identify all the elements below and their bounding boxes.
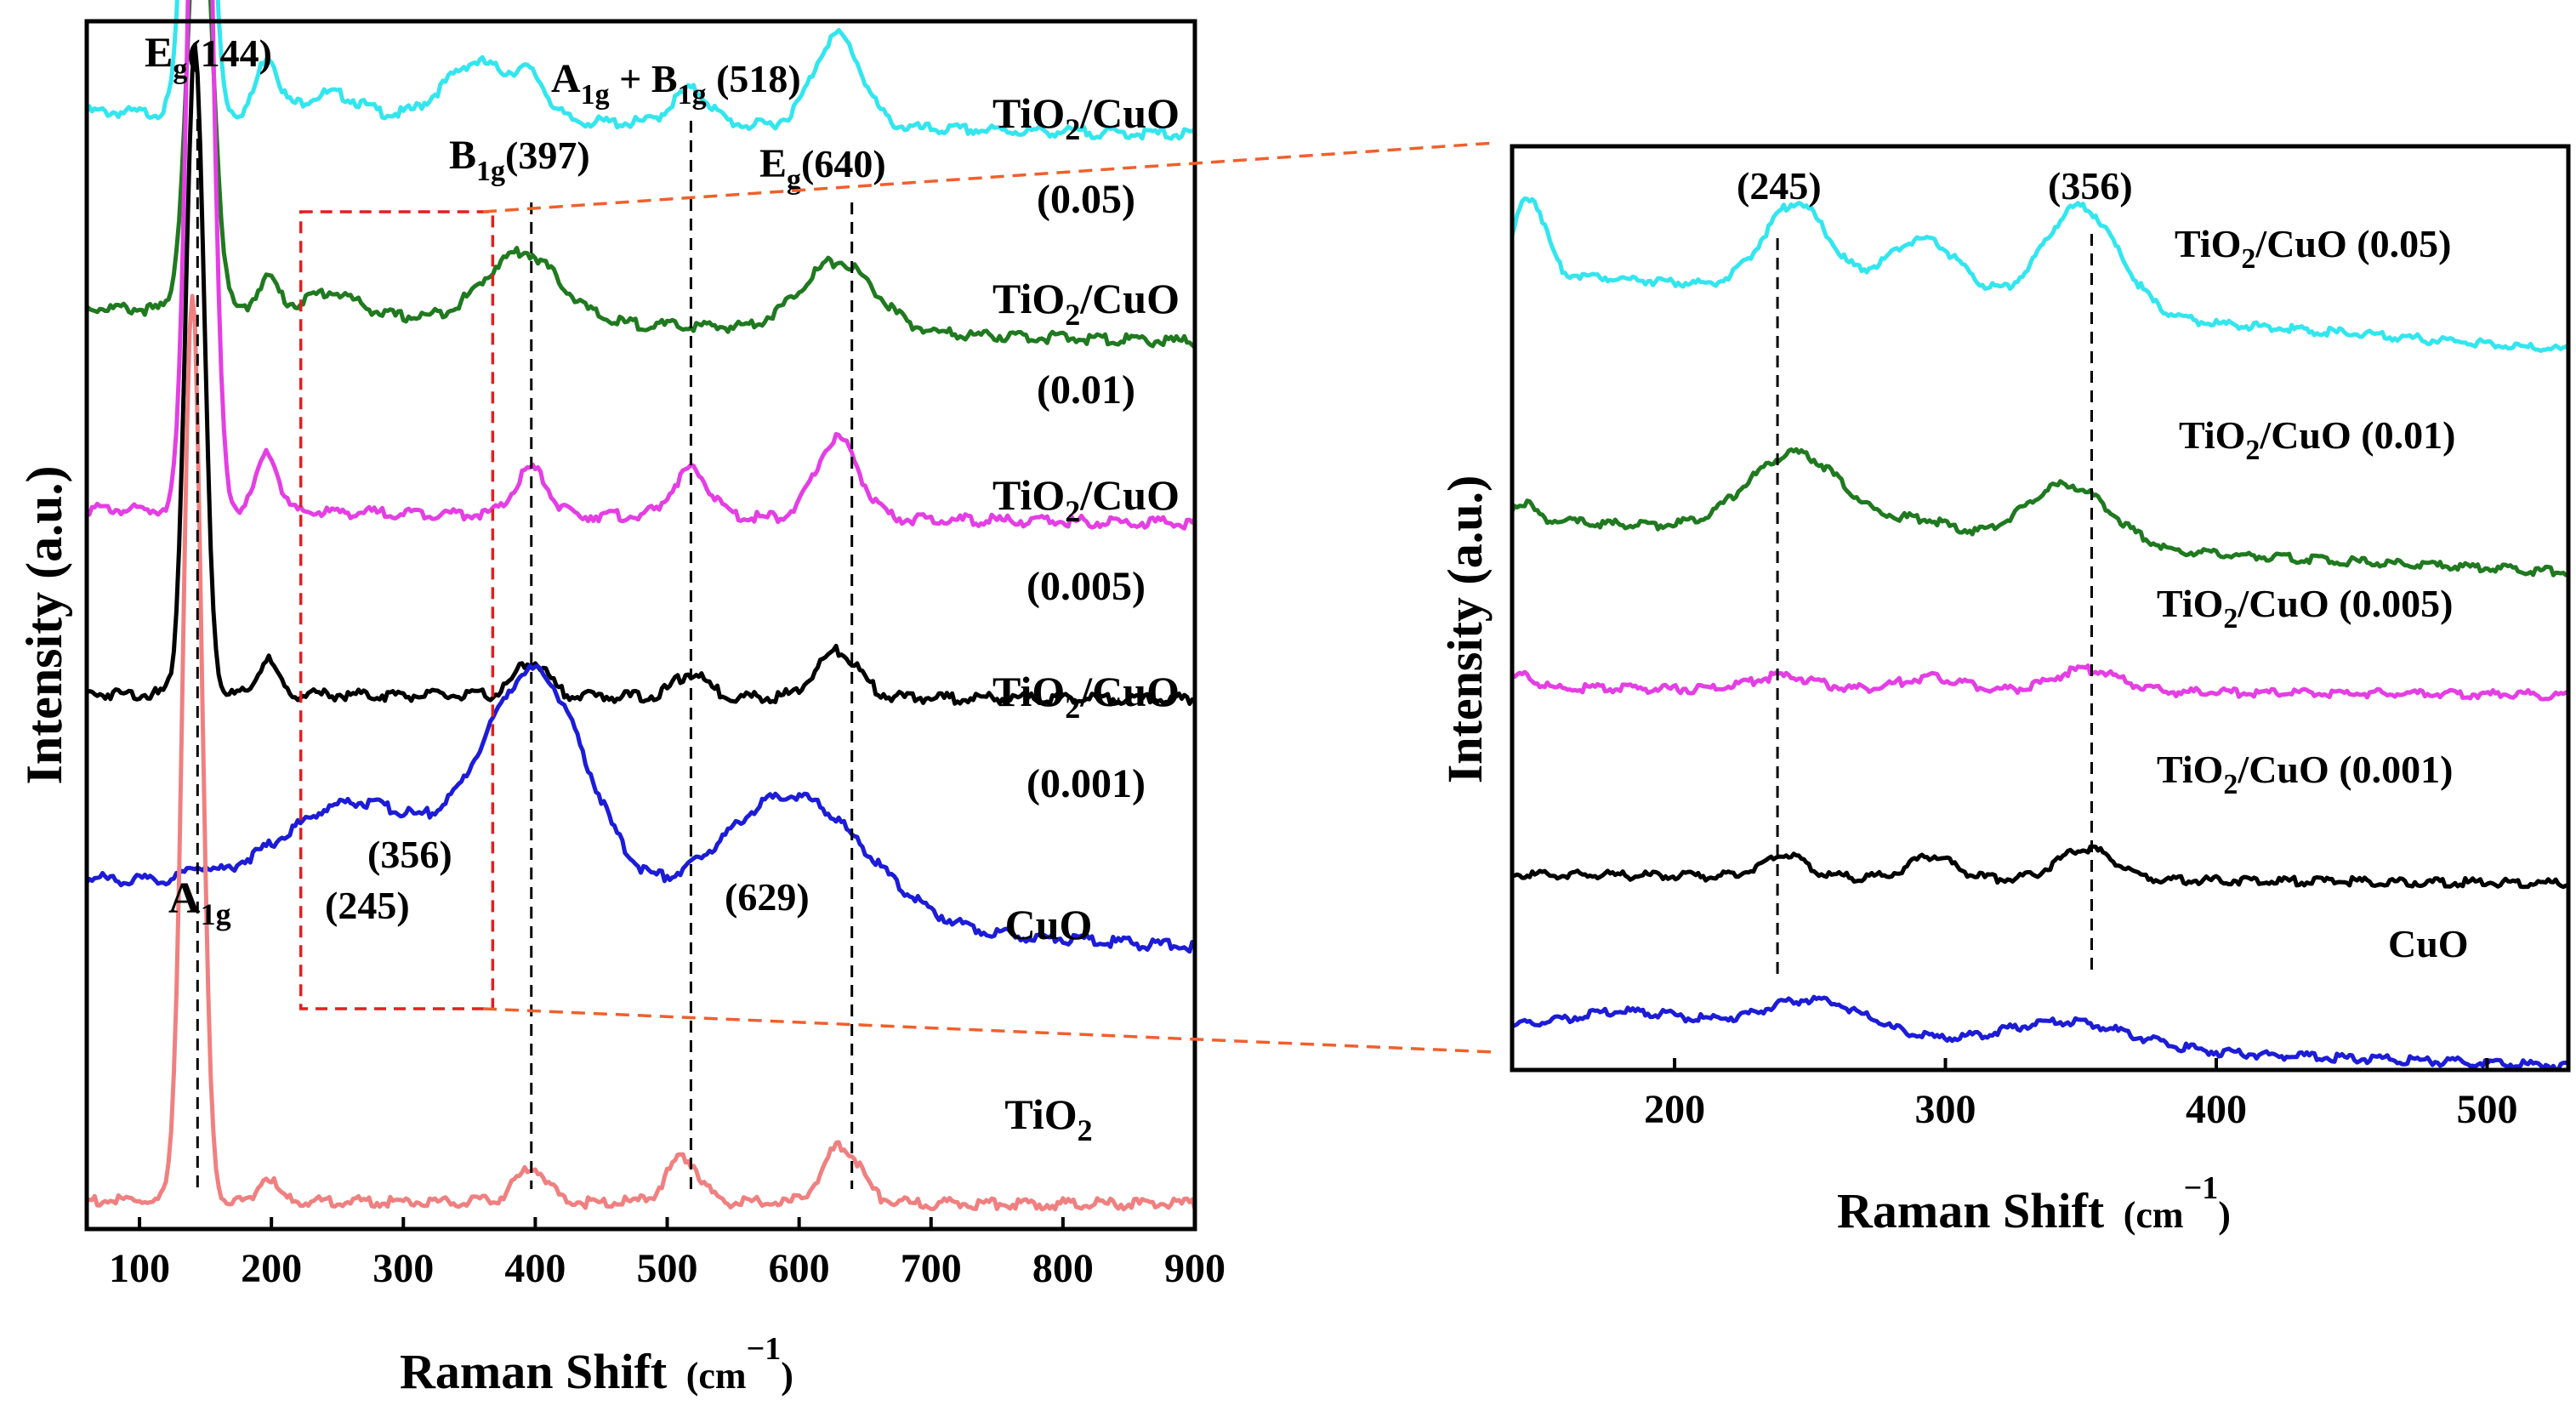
left-series-line-4: [85, 663, 1197, 954]
left-series-line-3: [86, 43, 1196, 707]
left-plot-frame: [84, 19, 1197, 1232]
left-tick-label-700: 700: [901, 1246, 962, 1291]
left-tick-label-800: 800: [1032, 1246, 1094, 1291]
left-tick-label-100: 100: [109, 1246, 170, 1291]
left-label-tio2-cuo-005: TiO2/CuO: [992, 89, 1180, 146]
left-series-line-1: [85, 0, 1197, 350]
left-series-labels: TiO2/CuO (0.05) TiO2/CuO (0.01) TiO2/CuO…: [992, 89, 1180, 1147]
right-x-ticks: 200 300 400 500: [1644, 1058, 2517, 1132]
left-tick-label-500: 500: [637, 1246, 698, 1291]
left-tick-label-300: 300: [372, 1246, 434, 1291]
left-series-group: [84, 0, 1197, 1212]
right-tick-label-200: 200: [1644, 1087, 1705, 1132]
left-label-tio2-cuo-0005: TiO2/CuO: [992, 471, 1180, 528]
annotation-629: (629): [725, 875, 810, 919]
right-label-cuo: CuO: [2388, 922, 2469, 965]
right-x-axis-label: Raman Shift (cm−1): [1837, 1170, 2231, 1238]
left-tick-label-400: 400: [504, 1246, 566, 1291]
right-tick-label-300: 300: [1915, 1087, 1976, 1132]
left-label-line2-005: (0.05): [1037, 177, 1135, 222]
right-series-labels: TiO2/CuO (0.05) TiO2/CuO (0.01) TiO2/CuO…: [2157, 222, 2469, 965]
left-x-axis-label: Raman Shift (cm−1): [400, 1331, 793, 1399]
annotation-a1g-b1g-518: A1g + B1g (518): [551, 56, 801, 111]
right-series-line-1: [1510, 447, 2569, 578]
left-label-cuo: CuO: [1005, 901, 1093, 948]
annotation-356: (356): [367, 833, 452, 876]
right-series-line-0: [1510, 196, 2570, 353]
left-tick-label-200: 200: [241, 1246, 302, 1291]
right-peak-guides: [1776, 234, 2094, 974]
left-series-line-5: [86, 293, 1197, 1212]
annotation-eg-144: Eg(144): [145, 28, 272, 85]
left-peak-guides: [196, 119, 854, 1189]
left-annotations: Eg(144) B1g(397) A1g + B1g (518) Eg(640)…: [145, 28, 886, 931]
left-series-line-0: [84, 0, 1197, 141]
zoom-connector-top: [482, 141, 1496, 213]
right-tick-label-500: 500: [2456, 1087, 2517, 1132]
right-plot-frame: [1510, 144, 2571, 1073]
zoom-connector-bottom: [482, 1007, 1496, 1054]
left-label-tio2: TiO2: [1004, 1090, 1092, 1147]
right-tick-label-400: 400: [2186, 1087, 2247, 1132]
right-series-line-2: [1511, 663, 2568, 702]
left-y-axis-label: Intensity (a.u.): [16, 465, 72, 784]
right-annotation-245: (245): [1737, 164, 1822, 208]
right-label-tio2-cuo-005: TiO2/CuO (0.05): [2175, 222, 2451, 275]
left-x-ticks: 100 200 300 400 500 600 700 800 900: [109, 1217, 1225, 1291]
left-label-line2-001: (0.01): [1037, 367, 1135, 413]
left-chart: 100 200 300 400 500 600 700 800 900 Raman Shift …: [16, 0, 1225, 1399]
left-label-tio2-cuo-001: TiO2/CuO: [992, 275, 1180, 332]
right-label-tio2-cuo-001: TiO2/CuO (0.01): [2179, 413, 2455, 466]
left-tick-label-600: 600: [769, 1246, 830, 1291]
right-label-tio2-cuo-0001: TiO2/CuO (0.001): [2157, 748, 2453, 800]
left-label-tio2-cuo-0001: TiO2/CuO: [992, 668, 1180, 725]
right-y-axis-label: Intensity (a.u.): [1437, 475, 1493, 784]
left-label-line2-0001: (0.001): [1026, 761, 1146, 806]
annotation-a1g: A1g: [168, 874, 231, 931]
left-tick-label-900: 900: [1164, 1246, 1225, 1291]
right-label-tio2-cuo-0005: TiO2/CuO (0.005): [2157, 582, 2453, 635]
left-label-line2-0005: (0.005): [1026, 564, 1146, 609]
annotation-eg-640: Eg(640): [759, 141, 886, 196]
right-chart: 200 300 400 500 Raman Shift (cm−1) Intensit…: [1437, 144, 2571, 1238]
zoom-box: [299, 210, 495, 1010]
right-annotations: (245) (356): [1737, 164, 2133, 208]
right-series-line-4: [1510, 994, 2569, 1072]
right-annotation-356: (356): [2048, 164, 2133, 208]
zoom-connectors: [482, 141, 1496, 1054]
annotation-245: (245): [325, 884, 410, 927]
right-series-line-3: [1511, 844, 2569, 890]
left-series-line-2: [86, 0, 1197, 531]
right-series-group: [1510, 196, 2570, 1072]
annotation-b1g-397: B1g(397): [449, 133, 590, 187]
